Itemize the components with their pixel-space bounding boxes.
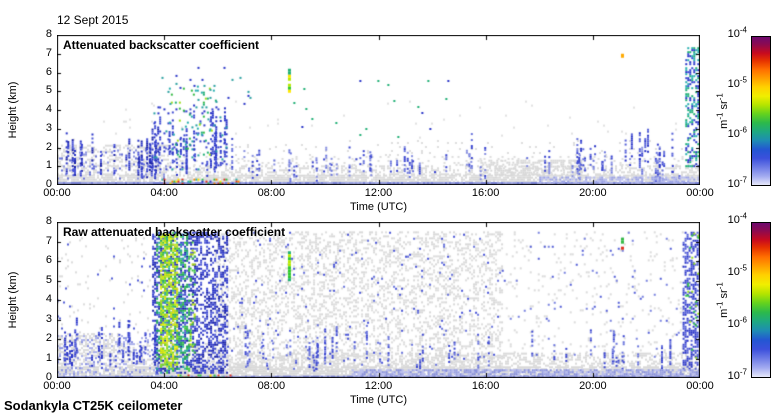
attenuated-backscatter-heatmap [57,35,700,185]
y-tick-label: 3 [45,312,52,325]
y-tick-label: 4 [45,103,52,115]
y-tick-label: 7 [45,46,52,59]
y-tick-label: 2 [45,140,52,153]
colorbar-tick-label: 10-4 [727,25,747,40]
colorbar-tick-label: 10-5 [727,263,747,278]
date-label: 12 Sept 2015 [57,13,129,27]
colorbar-tick-label: 10-7 [727,367,747,382]
x-tick-label: 00:00 [43,380,71,392]
y-tick-label: 5 [45,273,52,286]
x-tick-label: 00:00 [686,187,714,199]
colorbar-tick-label: 10-6 [727,315,747,330]
x-tick-label: 20:00 [579,187,607,199]
y-tick-label: 5 [45,84,52,97]
raw-attenuated-backscatter-heatmap [57,222,700,378]
x-tick-label: 12:00 [364,380,393,392]
colorbar-unit-label: m-1 sr-1 [715,282,730,318]
colorbar-tick-label: 10-5 [727,75,747,90]
x-tick-label: 04:00 [150,187,178,199]
x-tick-label: 00:00 [686,380,714,392]
x-tick-label: 08:00 [257,380,286,392]
x-tick-label: 04:00 [150,380,178,392]
y-tick-label: 2 [45,332,52,344]
y-tick-label: 0 [45,178,52,190]
x-tick-label: 16:00 [471,380,500,392]
y-tick-label: 6 [45,65,52,78]
x-tick-label: 20:00 [579,380,607,392]
x-tick-label: 12:00 [364,187,393,199]
y-tick-label: 3 [45,121,52,134]
colorbar-bottom: m-1 sr-1 10-4 10-5 10-6 10-7 [715,212,771,382]
panel-title: Raw attenuated backscatter coefficient [63,225,286,239]
y-tick-label: 8 [45,215,52,227]
y-tick-label: 8 [45,28,52,40]
colorbar-tick-label: 10-6 [727,125,747,140]
y-axis-label: Height (km) [7,81,19,139]
y-tick-label: 0 [45,371,52,383]
y-tick-label: 4 [45,293,52,305]
x-axis-label: Time (UTC) [349,201,408,213]
attenuated-backscatter-panel: Attenuated backscatter coefficient Heigh… [7,28,714,213]
colorbar-gradient [751,36,771,186]
raw-attenuated-backscatter-panel: Raw attenuated backscatter coefficient H… [7,215,714,406]
instrument-label: Sodankyla CT25K ceilometer [4,398,183,413]
x-axis-tick-labels: 00:00 04:00 08:00 12:00 16:00 20:00 00:00 [43,187,714,200]
x-axis-tick-labels: 00:00 04:00 08:00 12:00 16:00 20:00 00:00 [43,380,714,393]
x-tick-label: 16:00 [471,187,500,199]
y-tick-label: 1 [45,351,52,364]
x-tick-label: 00:00 [43,187,71,199]
x-tick-label: 08:00 [257,187,286,199]
colorbar-tick-label: 10-4 [727,211,747,226]
colorbar-gradient [751,222,771,378]
x-axis-label: Time (UTC) [349,394,408,406]
y-tick-label: 1 [45,159,52,172]
y-axis-label: Height (km) [7,271,19,329]
panel-title: Attenuated backscatter coefficient [63,38,260,52]
y-tick-label: 6 [45,254,52,266]
colorbar-top: m-1 sr-1 10-4 10-5 10-6 10-7 [715,26,771,190]
colorbar-tick-label: 10-7 [727,175,747,190]
y-tick-label: 7 [45,234,52,247]
colorbar-unit-label: m-1 sr-1 [715,93,730,129]
